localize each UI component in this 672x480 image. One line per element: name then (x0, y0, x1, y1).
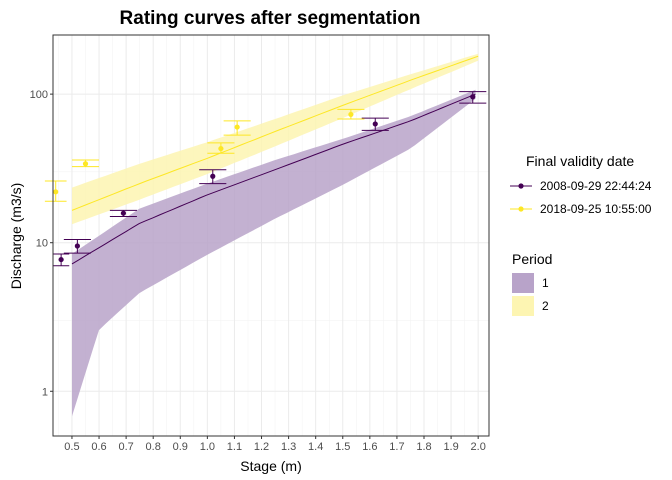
legend-line-items: 2008-09-29 22:44:24 2018-09-25 10:55:00 (510, 179, 652, 216)
gauging-point (223, 120, 251, 136)
confidence-band-period-1 (72, 89, 476, 417)
gauging-marker (348, 111, 354, 118)
y-axis-label: Discharge (m3/s) (8, 183, 24, 290)
rating-curves (71, 55, 479, 265)
gauging-marker (120, 210, 127, 216)
legend-line-label: 2008-09-29 22:44:24 (540, 179, 652, 193)
legend-band-label: 1 (542, 276, 549, 290)
gauging-marker (58, 256, 64, 263)
gauging-marker (210, 173, 216, 179)
x-tick-label: 1.3 (281, 441, 296, 453)
gauging-point (109, 209, 137, 218)
x-axis-label: Stage (m) (240, 458, 301, 474)
legend-line-label: 2018-09-25 10:55:00 (540, 202, 652, 216)
x-tick-label: 0.5 (64, 441, 79, 453)
gauging-point (199, 169, 227, 185)
confidence-bands (72, 53, 479, 417)
gauging-marker (74, 243, 80, 249)
x-tick-label: 1.9 (443, 441, 458, 453)
x-tick-label: 1.4 (308, 441, 323, 453)
rating-curve-2 (71, 55, 479, 211)
gauging-point (207, 142, 235, 154)
x-tick-label: 1.5 (335, 441, 350, 453)
x-tick-label: 1.8 (416, 441, 431, 453)
legend-final-validity-date: Final validity date 2008-09-29 22:44:242… (510, 153, 652, 216)
confidence-band-period-2 (72, 53, 479, 225)
x-tick-label: 0.6 (91, 441, 106, 453)
x-tick-label: 0.7 (118, 441, 133, 453)
legend-lines-title: Final validity date (526, 153, 634, 169)
rating-curve-1 (71, 93, 476, 265)
legend-period: Period 12 (512, 251, 552, 316)
legend-band-items: 12 (512, 273, 549, 316)
x-tick-label: 0.9 (173, 441, 188, 453)
gaugings (44, 91, 487, 267)
gauging-point (53, 253, 70, 267)
gauging-point (361, 117, 389, 131)
plot-panel-border (52, 34, 490, 437)
legend-line-item: 2008-09-29 22:44:24 (510, 179, 652, 193)
gauging-point (44, 180, 67, 202)
legend-band-key (512, 273, 534, 293)
legend-band-label: 2 (542, 299, 549, 313)
gauging-marker (82, 161, 89, 167)
gauging-point (459, 91, 487, 104)
gauging-marker (53, 189, 59, 195)
legend-bands-title: Period (512, 251, 552, 267)
x-tick-label: 0.8 (146, 441, 161, 453)
x-axis: 0.5 0.6 0.7 0.8 0.9 1.0 1.1 1.2 1.3 1.4 1.5 1.6 1.7 1… (64, 436, 486, 453)
gauging-point (71, 159, 100, 168)
legend-point-key (518, 183, 524, 189)
gauging-marker (372, 121, 378, 127)
legend-line-item: 2018-09-25 10:55:00 (510, 202, 652, 216)
legend-band-item: 1 (512, 273, 549, 293)
y-axis: 1 10 100 (30, 89, 53, 398)
gauging-marker (234, 124, 240, 130)
legend-band-item: 2 (512, 296, 549, 316)
y-tick-label: 10 (36, 238, 48, 250)
x-tick-label: 1.0 (200, 441, 215, 453)
x-tick-label: 1.2 (254, 441, 269, 453)
x-tick-label: 1.7 (389, 441, 404, 453)
x-tick-label: 1.6 (362, 441, 377, 453)
gauging-point (63, 239, 91, 254)
y-tick-label: 100 (30, 89, 48, 101)
legend-band-key (512, 296, 534, 316)
chart-title: Rating curves after segmentation (120, 8, 421, 29)
x-tick-label: 1.1 (227, 441, 242, 453)
gauging-point (337, 108, 365, 120)
gauging-marker (218, 145, 224, 152)
legend-point-key (518, 206, 524, 212)
x-tick-label: 2.0 (471, 441, 486, 453)
gauging-marker (470, 94, 476, 100)
y-tick-label: 1 (42, 386, 48, 398)
plot-panel (44, 34, 490, 437)
